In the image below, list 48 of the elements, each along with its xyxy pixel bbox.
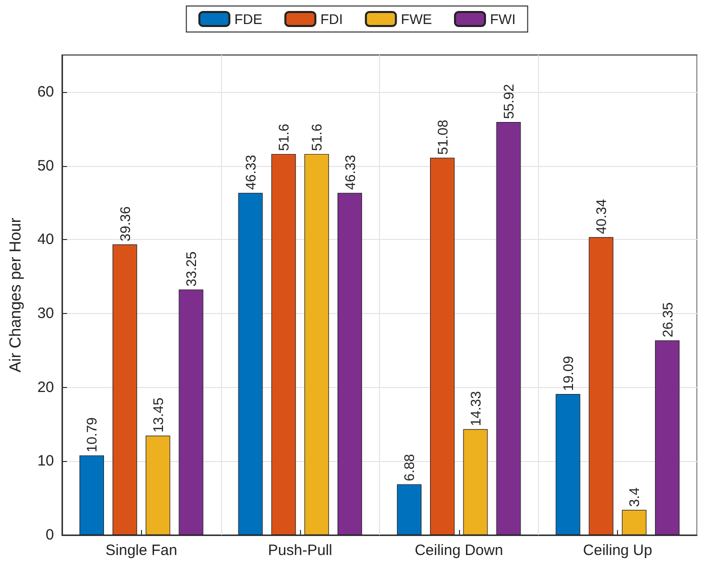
y-tick-label: 20 — [37, 378, 54, 396]
bar — [496, 122, 521, 535]
data-label: 19.09 — [560, 356, 576, 392]
bar — [655, 340, 680, 535]
data-label: 10.79 — [84, 417, 100, 452]
bar — [271, 154, 296, 535]
data-label: 51.08 — [434, 120, 450, 155]
x-tick-label: Single Fan — [106, 542, 178, 559]
bar — [588, 237, 614, 535]
y-tick-label: 10 — [37, 452, 54, 470]
y-tick-label: 40 — [37, 231, 54, 248]
legend-label: FDE — [234, 11, 262, 27]
data-label: 13.45 — [150, 397, 166, 433]
bar — [178, 289, 204, 535]
x-tick-label: Ceiling Down — [414, 542, 504, 559]
data-label: 14.33 — [467, 390, 484, 426]
bar — [556, 394, 580, 535]
bar — [338, 192, 362, 535]
y-tick-label: 30 — [37, 304, 54, 322]
x-tick-label: Push-Pull — [268, 542, 332, 559]
data-label: 46.33 — [242, 154, 258, 190]
data-label: 51.6 — [276, 123, 292, 151]
data-label: 33.25 — [183, 251, 200, 286]
bar — [622, 510, 646, 535]
y-axis-title: Air Changes per Hour — [8, 216, 24, 372]
data-label: 51.6 — [308, 123, 325, 151]
x-tick-label: Ceiling Up — [583, 542, 652, 559]
bar — [79, 455, 104, 535]
data-label: 46.33 — [342, 154, 358, 190]
bar — [463, 429, 488, 535]
bar — [396, 484, 422, 535]
bar — [146, 436, 170, 535]
data-label: 40.34 — [593, 198, 610, 234]
data-label: 39.36 — [116, 206, 133, 242]
data-label: 6.88 — [401, 454, 418, 482]
legend-label: FWI — [490, 11, 516, 27]
bar — [304, 154, 329, 535]
legend-label: FWE — [400, 11, 432, 27]
y-tick-label: 0 — [46, 526, 54, 544]
bar — [112, 244, 138, 535]
legend-label: FDI — [320, 11, 343, 27]
data-label: 55.92 — [500, 84, 517, 120]
bar — [430, 158, 455, 535]
bar — [238, 192, 263, 535]
data-label: 3.4 — [626, 487, 642, 507]
y-tick-label: 50 — [37, 157, 54, 174]
y-tick-label: 60 — [37, 83, 54, 100]
data-label: 26.35 — [659, 302, 676, 338]
